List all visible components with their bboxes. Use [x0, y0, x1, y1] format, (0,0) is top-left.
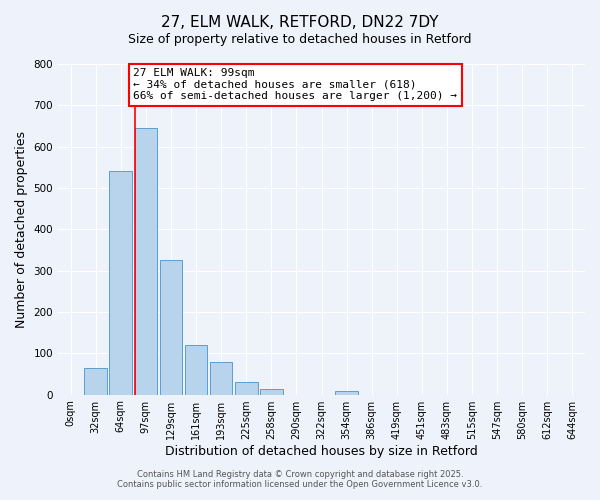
- Bar: [85, 368, 107, 394]
- Text: Size of property relative to detached houses in Retford: Size of property relative to detached ho…: [128, 32, 472, 46]
- Bar: [109, 172, 132, 394]
- Text: 27 ELM WALK: 99sqm
← 34% of detached houses are smaller (618)
66% of semi-detach: 27 ELM WALK: 99sqm ← 34% of detached hou…: [133, 68, 457, 102]
- Bar: [235, 382, 257, 394]
- Bar: [335, 392, 358, 394]
- Bar: [210, 362, 232, 394]
- Bar: [134, 128, 157, 394]
- Bar: [260, 389, 283, 394]
- Text: Contains HM Land Registry data © Crown copyright and database right 2025.
Contai: Contains HM Land Registry data © Crown c…: [118, 470, 482, 489]
- Bar: [185, 345, 208, 395]
- Y-axis label: Number of detached properties: Number of detached properties: [15, 131, 28, 328]
- Text: 27, ELM WALK, RETFORD, DN22 7DY: 27, ELM WALK, RETFORD, DN22 7DY: [161, 15, 439, 30]
- Bar: [160, 260, 182, 394]
- X-axis label: Distribution of detached houses by size in Retford: Distribution of detached houses by size …: [165, 444, 478, 458]
